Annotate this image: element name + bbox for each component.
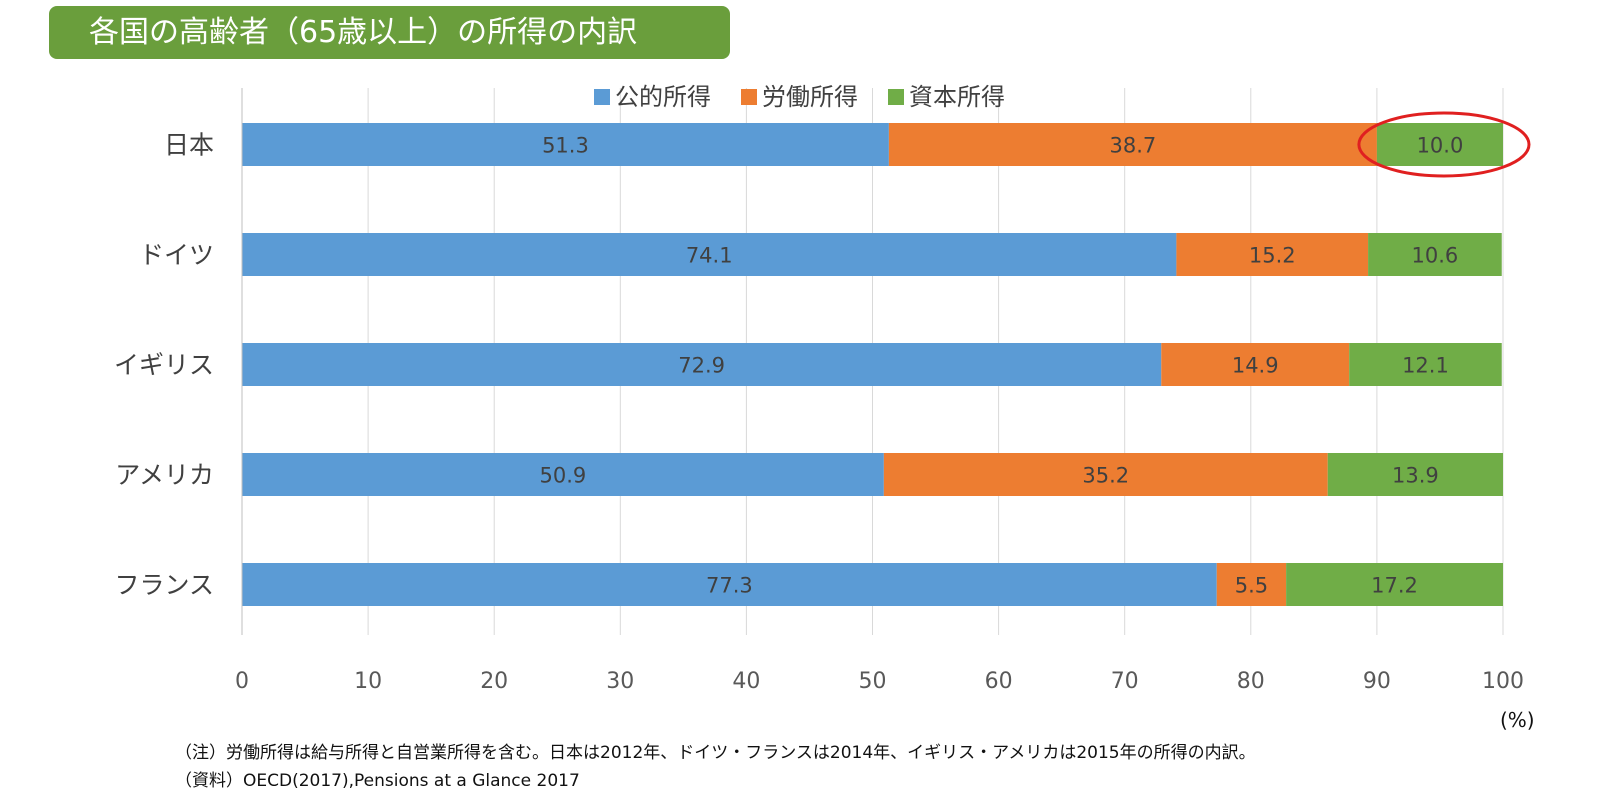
legend-label: 資本所得 — [909, 83, 1005, 111]
bar-segment — [1327, 453, 1503, 496]
bar-segment — [883, 453, 1328, 496]
data-label: 10.0 — [1417, 134, 1464, 158]
x-tick-label: 80 — [1237, 669, 1265, 694]
chart-title: 各国の高齢者（65歳以上）の所得の内訳 — [49, 6, 730, 59]
x-tick-label: 100 — [1482, 669, 1524, 694]
x-tick-label: 20 — [480, 669, 508, 694]
x-tick-label: 90 — [1363, 669, 1391, 694]
data-label: 12.1 — [1402, 354, 1449, 378]
x-tick-label: 60 — [985, 669, 1013, 694]
data-label: 38.7 — [1110, 134, 1157, 158]
bar-segment — [1286, 563, 1503, 606]
data-label: 13.9 — [1392, 464, 1439, 488]
data-label: 10.6 — [1412, 244, 1459, 268]
bar-segment — [1216, 563, 1287, 606]
bar-segment — [242, 343, 1162, 386]
footnote: （注）労働所得は給与所得と自営業所得を含む。日本は2012年、ドイツ・フランスは… — [175, 743, 1256, 763]
bar-segment — [1349, 343, 1502, 386]
x-tick-label: 30 — [606, 669, 634, 694]
category-label: ドイツ — [139, 241, 214, 270]
category-label: イギリス — [114, 351, 214, 380]
legend-label: 公的所得 — [615, 83, 711, 111]
category-label: アメリカ — [115, 461, 214, 490]
data-label: 77.3 — [706, 574, 753, 598]
bar-segment — [242, 453, 884, 496]
x-axis-unit: (%) — [1500, 708, 1535, 732]
x-tick-label: 50 — [859, 669, 887, 694]
data-label: 51.3 — [542, 134, 589, 158]
bar-segment — [1161, 343, 1350, 386]
data-label: 35.2 — [1082, 464, 1129, 488]
data-label: 5.5 — [1235, 574, 1268, 598]
bar-segment — [242, 233, 1177, 276]
bar-segment — [888, 123, 1377, 166]
data-label: 15.2 — [1249, 244, 1296, 268]
bar-segment — [1368, 233, 1502, 276]
x-tick-label: 0 — [235, 669, 249, 694]
bar-segment — [242, 123, 889, 166]
category-label: 日本 — [164, 131, 214, 160]
legend-label: 労働所得 — [762, 83, 858, 111]
legend-swatch — [594, 89, 610, 105]
category-label: フランス — [114, 571, 214, 600]
highlight-ellipse — [1357, 111, 1531, 178]
source-note: （資料）OECD(2017),Pensions at a Glance 2017 — [175, 771, 580, 791]
data-label: 74.1 — [686, 244, 733, 268]
bar-segment — [1376, 123, 1503, 166]
data-label: 17.2 — [1371, 574, 1418, 598]
data-label: 50.9 — [540, 464, 587, 488]
data-label: 14.9 — [1232, 354, 1279, 378]
legend-swatch — [741, 89, 757, 105]
x-tick-label: 40 — [732, 669, 760, 694]
legend-swatch — [888, 89, 904, 105]
x-tick-label: 70 — [1111, 669, 1139, 694]
bar-segment — [1176, 233, 1369, 276]
x-tick-label: 10 — [354, 669, 382, 694]
data-label: 72.9 — [678, 354, 725, 378]
bar-segment — [242, 563, 1217, 606]
